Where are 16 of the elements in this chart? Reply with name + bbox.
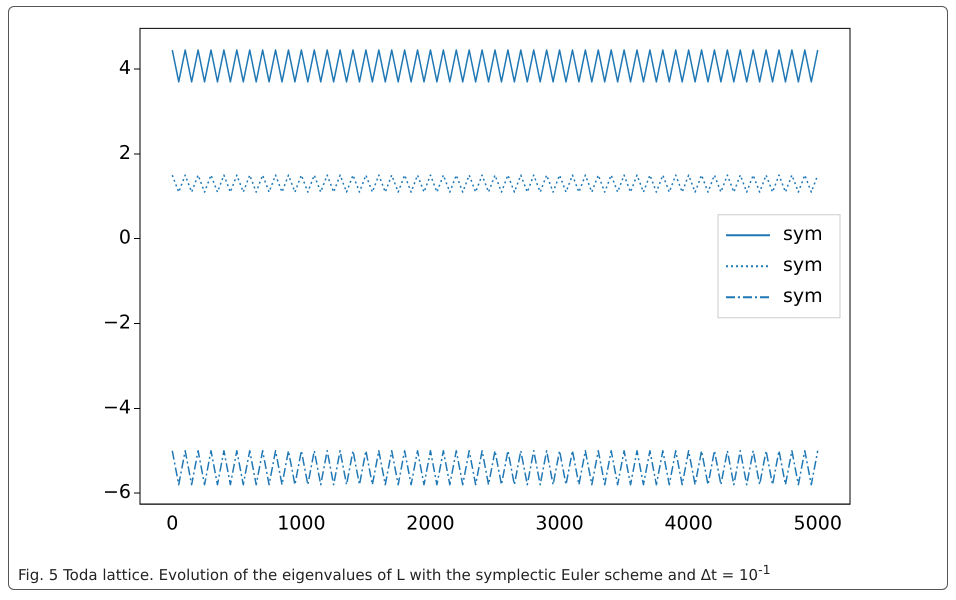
y-tick-label: −6 [102,481,132,504]
y-tick-label: 2 [118,142,132,164]
caption: Fig. 5 Toda lattice. Evolution of the eigenvalues of L with the symplectic Euler scheme and Δt = 10$^{-1}$ [18,562,771,584]
x-tick-label: 3000 [535,512,584,535]
x-tick-label: 2000 [406,512,455,535]
legend-label: sym [783,285,823,308]
legend-label: sym [783,254,823,276]
x-tick-label: 4000 [664,512,713,535]
y-tick-label: −2 [102,311,132,334]
x-tick-label: 1000 [277,512,326,535]
y-tick-label: −4 [102,396,132,418]
legend-label: sym [783,223,823,246]
y-tick-label: 0 [118,226,132,249]
y-tick-label: 4 [118,57,132,80]
x-tick-label: 0 [166,512,178,535]
x-tick-label: 5000 [794,512,842,535]
